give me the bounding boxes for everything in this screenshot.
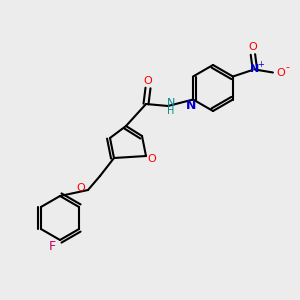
Text: O: O: [144, 76, 152, 86]
Text: N: N: [167, 98, 175, 108]
Text: O: O: [76, 183, 85, 193]
Text: O: O: [277, 68, 285, 77]
Text: N: N: [250, 64, 260, 74]
Text: O: O: [148, 154, 156, 164]
Text: O: O: [248, 43, 257, 52]
Text: N: N: [186, 99, 196, 112]
Text: F: F: [48, 239, 56, 253]
Text: +: +: [257, 60, 264, 69]
Text: H: H: [167, 106, 175, 116]
Text: -: -: [286, 62, 290, 73]
